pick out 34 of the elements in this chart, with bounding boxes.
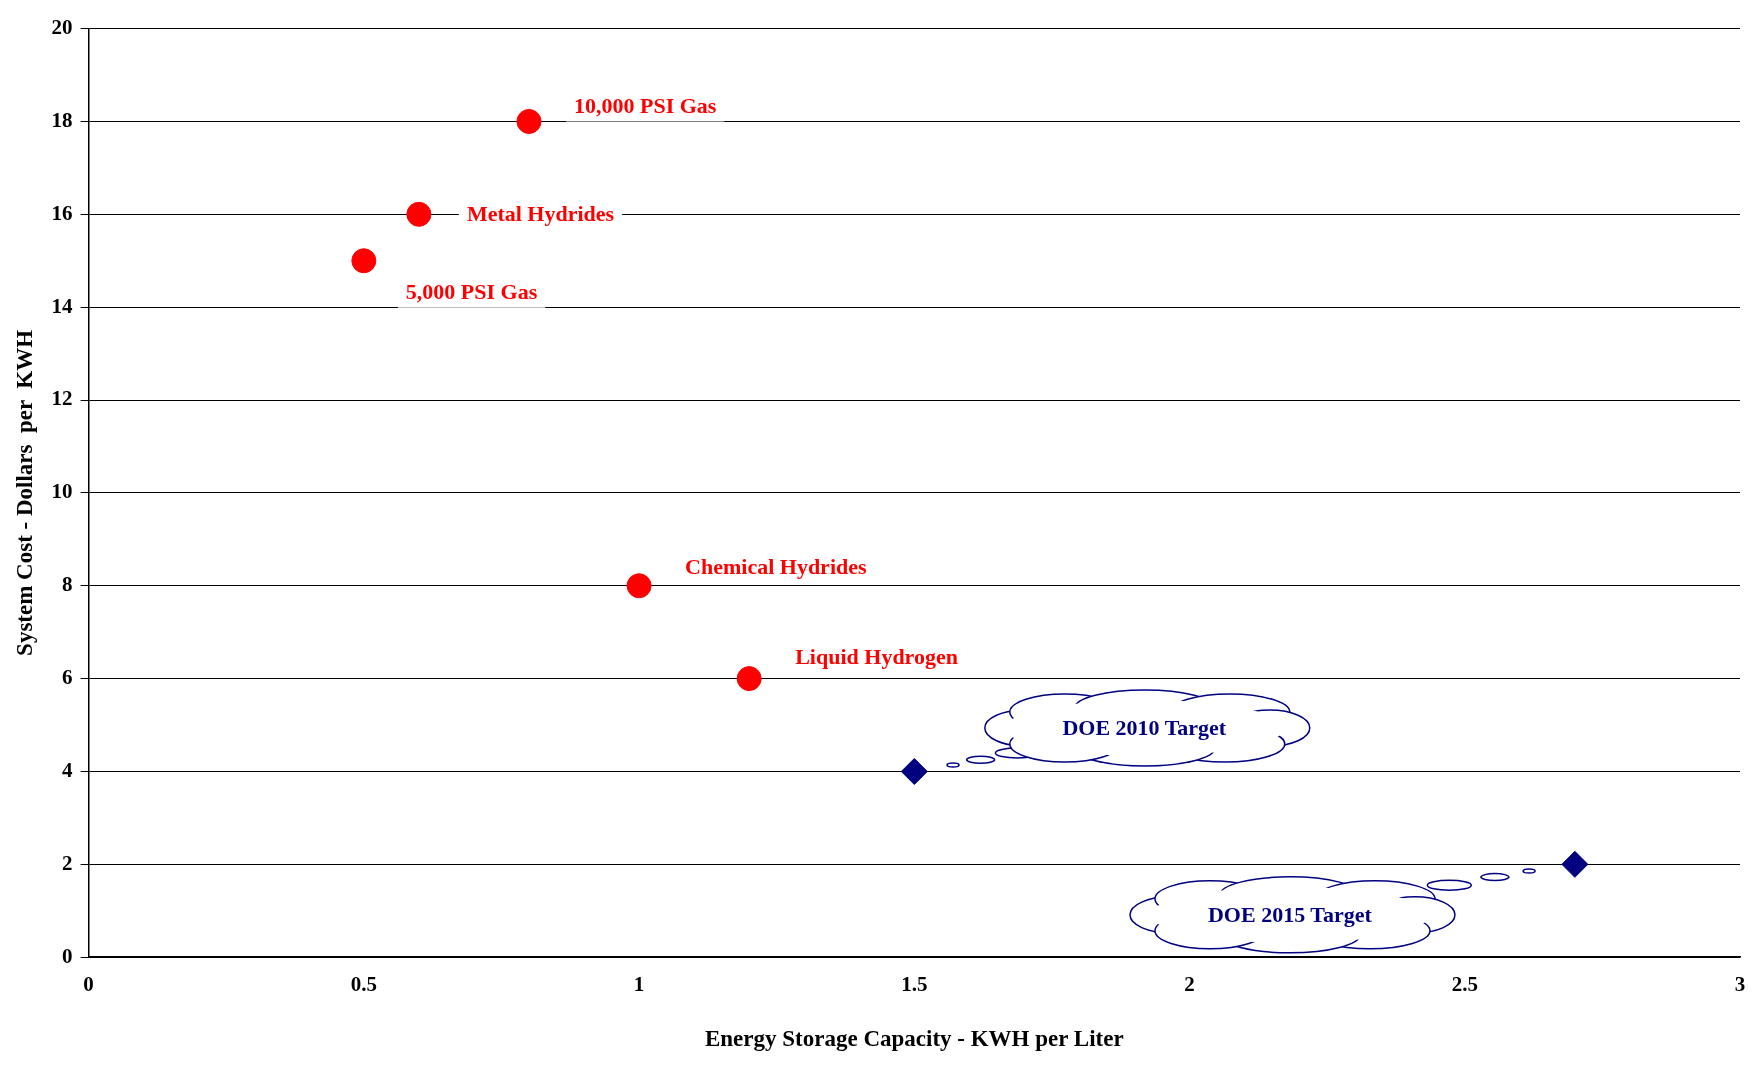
x-tick-label: 2.5 <box>1451 972 1478 997</box>
annotation: Chemical Hydrides <box>685 554 867 580</box>
annotation: Metal Hydrides <box>466 201 615 227</box>
y-tick-label: 2 <box>62 850 73 875</box>
x-tick-label: 0 <box>83 972 94 997</box>
x-tick-label: 3 <box>1734 972 1746 997</box>
annotation: DOE 2015 Target <box>1206 901 1373 930</box>
x-tick-label: 1.5 <box>901 972 928 997</box>
point <box>516 108 542 134</box>
point <box>900 757 928 785</box>
y-tick-label: 8 <box>62 572 73 597</box>
y-tick-label: 4 <box>62 757 74 782</box>
annotation: DOE 2010 Target <box>1061 714 1228 743</box>
point <box>626 573 652 599</box>
y-tick-label: 0 <box>62 943 73 968</box>
y-tick-label: 10 <box>51 479 73 504</box>
point <box>406 201 432 227</box>
x-tick-label: 1 <box>633 972 645 997</box>
x-axis-title: Energy Storage Capacity - KWH per Liter <box>704 1026 1124 1052</box>
point <box>736 666 762 692</box>
annotation: 10,000 PSI Gas <box>573 93 717 119</box>
y-tick-label: 16 <box>51 200 73 225</box>
x-tick-label: 0.5 <box>350 972 377 997</box>
y-axis-title: System Cost - Dollars per KWH <box>11 329 37 656</box>
y-tick-label: 6 <box>62 665 73 690</box>
y-tick-label: 14 <box>51 293 74 318</box>
y-tick-label: 12 <box>51 386 73 411</box>
y-tick-label: 20 <box>51 15 73 40</box>
annotation: Liquid Hydrogen <box>795 644 958 670</box>
x-tick-label: 2 <box>1184 972 1195 997</box>
y-tick-label: 18 <box>51 107 73 132</box>
point <box>351 248 377 274</box>
annotation: 5,000 PSI Gas <box>405 279 538 305</box>
point <box>1561 850 1589 878</box>
